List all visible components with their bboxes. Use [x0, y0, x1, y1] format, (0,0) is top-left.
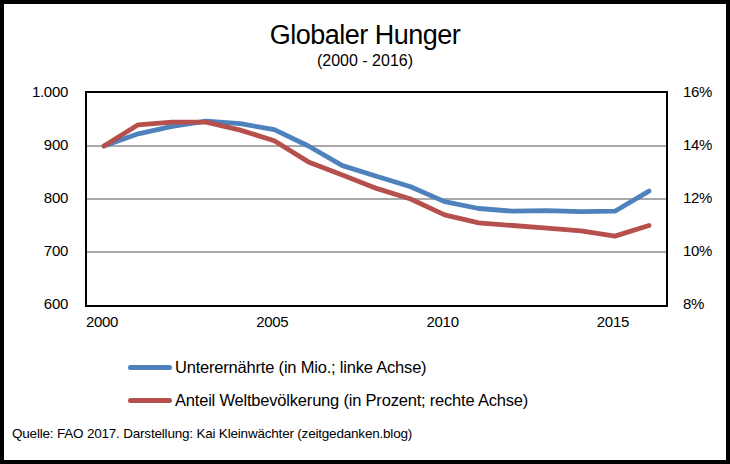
legend-label: Unterernährte (in Mio.; linke Achse)	[175, 358, 426, 377]
plot-area	[85, 91, 668, 307]
x-tick: 2015	[597, 313, 629, 330]
y-tick-left: 600	[4, 295, 68, 312]
chart-frame: Globaler Hunger (2000 - 2016) 1.000 900 80…	[0, 0, 730, 464]
legend-item: Anteil Weltbevölkerung (in Prozent; rech…	[128, 389, 528, 411]
x-tick: 2010	[427, 313, 459, 330]
chart-title: Globaler Hunger	[4, 20, 726, 51]
y-tick-left: 1.000	[4, 83, 68, 100]
y-tick-left: 800	[4, 189, 68, 206]
source-note: Quelle: FAO 2017. Darstellung: Kai Klein…	[12, 426, 412, 441]
x-tick: 2000	[86, 313, 118, 330]
line-undernourished	[104, 121, 649, 212]
y-tick-right: 12%	[683, 189, 730, 206]
y-tick-right: 16%	[683, 83, 730, 100]
chart-subtitle: (2000 - 2016)	[4, 52, 726, 70]
legend-line-blue-icon	[128, 365, 172, 370]
y-tick-right: 14%	[683, 136, 730, 153]
y-tick-left: 700	[4, 242, 68, 259]
legend-item: Unterernährte (in Mio.; linke Achse)	[128, 356, 528, 378]
line-world-share	[104, 122, 649, 236]
y-tick-right: 10%	[683, 242, 730, 259]
chart-canvas	[87, 93, 666, 305]
x-tick: 2005	[256, 313, 288, 330]
legend-label: Anteil Weltbevölkerung (in Prozent; rech…	[175, 391, 528, 410]
legend-line-red-icon	[128, 398, 172, 403]
y-tick-right: 8%	[683, 295, 730, 312]
y-tick-left: 900	[4, 136, 68, 153]
legend: Unterernährte (in Mio.; linke Achse) Ante…	[128, 356, 528, 422]
